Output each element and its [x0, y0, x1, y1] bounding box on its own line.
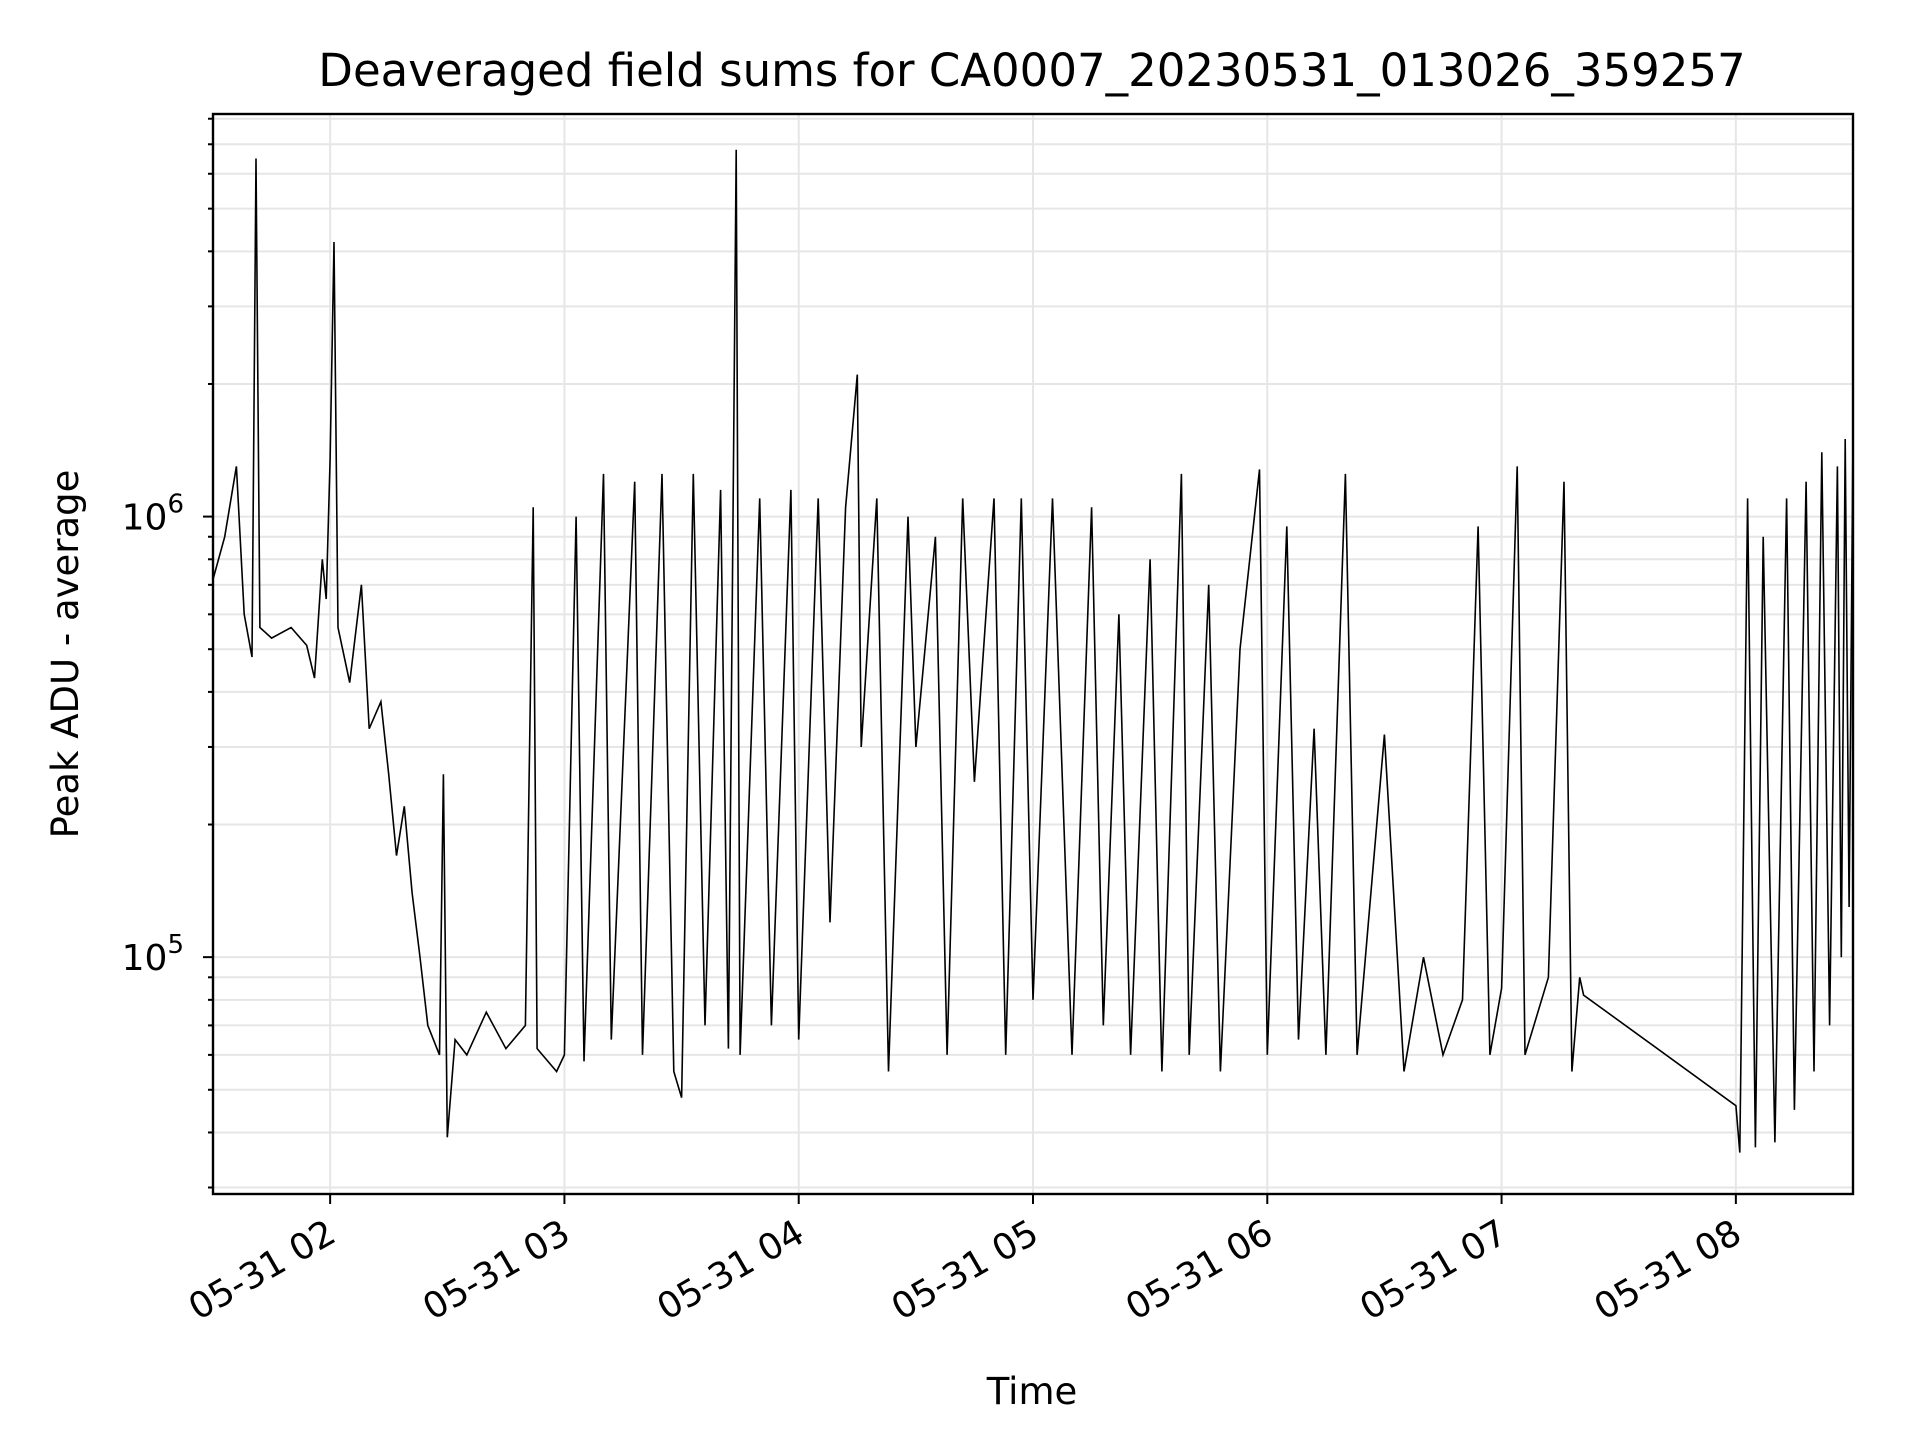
x-tick-label: 05-31 08	[1588, 1212, 1749, 1328]
x-tick-label: 05-31 04	[651, 1212, 812, 1328]
y-tick-base: 10	[122, 938, 168, 979]
y-tick-base: 10	[122, 498, 168, 539]
x-tick-label: 05-31 06	[1119, 1212, 1280, 1328]
grid-layer	[213, 114, 1853, 1194]
x-tick-label: 05-31 05	[885, 1212, 1046, 1328]
x-axis-label: Time	[986, 1370, 1078, 1413]
x-tick-label: 05-31 03	[416, 1212, 577, 1328]
x-tick-label: 05-31 07	[1353, 1212, 1514, 1328]
y-tick-label: 106	[122, 490, 184, 539]
y-tick-label: 105	[122, 930, 184, 979]
y-axis-label: Peak ADU - average	[44, 470, 87, 839]
chart-title: Deaveraged field sums for CA0007_2023053…	[318, 44, 1745, 97]
series-line	[212, 149, 1854, 1153]
x-axis: 05-31 02 05-31 03 05-31 04 05-31 05 05-31 06…	[182, 1194, 1748, 1329]
y-tick-exponent: 5	[167, 930, 184, 960]
x-tick-label: 05-31 02	[182, 1212, 343, 1328]
series-layer	[212, 149, 1854, 1153]
y-tick-exponent: 6	[167, 490, 184, 520]
